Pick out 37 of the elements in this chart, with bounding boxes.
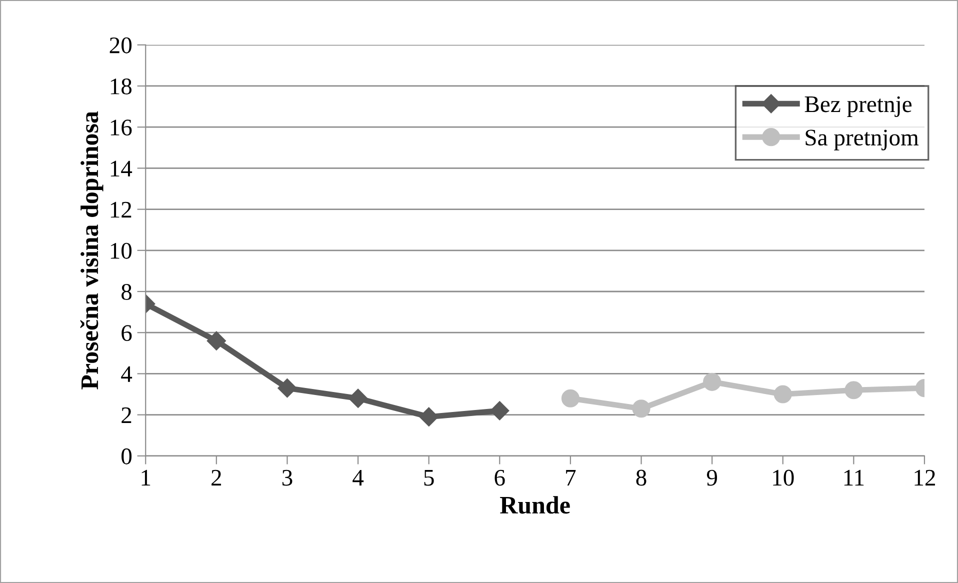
y-tick-label: 8 (122, 284, 132, 300)
point (632, 400, 650, 418)
y-tick-label: 20 (110, 37, 132, 54)
point (490, 401, 510, 420)
y-tick-label: 12 (110, 202, 132, 218)
y-tick-label: 10 (110, 242, 132, 259)
x-tick-label: 12 (914, 470, 935, 486)
x-axis-title: Runde (500, 496, 570, 514)
point (561, 389, 580, 408)
point (844, 381, 863, 400)
point (774, 385, 792, 404)
x-tick-label: 4 (352, 470, 364, 486)
y-axis-title: Prosečna visina doprinosa (80, 111, 104, 390)
point (278, 378, 297, 398)
x-tick-label: 1 (142, 470, 150, 486)
y-tick-label: 0 (122, 448, 132, 464)
point (419, 407, 438, 426)
legend-label: Sa pretnjom (806, 130, 919, 150)
y-tick-label: 2 (122, 407, 132, 423)
x-tick-label: 8 (636, 470, 646, 486)
y-tick-label: 6 (122, 325, 132, 342)
x-tick-label: 3 (282, 470, 292, 486)
legend-label: Bez pretnje (804, 96, 912, 117)
point (348, 388, 368, 408)
x-tick-label: 5 (424, 470, 434, 486)
y-tick-label: 18 (110, 78, 132, 94)
x-tick-label: 10 (773, 470, 794, 486)
x-tick-label: 6 (494, 470, 505, 486)
y-tick-label: 16 (110, 120, 132, 136)
x-tick-label: 2 (212, 470, 222, 486)
x-tick-label: 7 (566, 470, 576, 486)
x-tick-label: 11 (844, 470, 864, 486)
y-tick-label: 14 (110, 160, 132, 176)
point (206, 331, 226, 350)
point (703, 372, 722, 391)
x-tick-label: 9 (706, 470, 717, 486)
y-tick-label: 4 (121, 366, 132, 382)
